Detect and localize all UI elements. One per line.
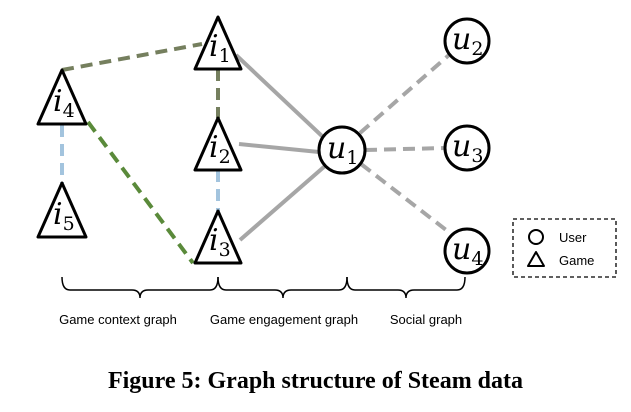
game-node-shape [193, 116, 243, 172]
node-label-i2: i2 [209, 130, 231, 168]
user-node-shape [443, 17, 491, 65]
edge-i4-i1 [61, 42, 203, 72]
node-label-i1: i1 [209, 29, 231, 67]
node-label-i5: i5 [53, 197, 75, 235]
steam-graph-diagram: i1 i2 i3 i4 i5 u1 u2 u3 u4 User Game Game contex… [36, 15, 617, 327]
legend-box [512, 218, 617, 278]
user-node-shape [443, 124, 491, 172]
brace-context [61, 276, 219, 299]
brace-engagement [217, 276, 348, 299]
node-u1: u1 [317, 125, 367, 175]
edge-i1-u1 [234, 53, 325, 139]
brace-label-engagement: Game engagement graph [210, 312, 358, 327]
game-node-shape [193, 209, 243, 265]
brace-social [346, 276, 466, 299]
node-u4: u4 [443, 227, 491, 275]
node-label-u3: u3 [452, 129, 483, 167]
user-node-shape [317, 125, 367, 175]
game-legend-icon [527, 251, 545, 267]
node-u2: u2 [443, 17, 491, 65]
node-label-u4: u4 [452, 232, 483, 270]
brace-label-context: Game context graph [59, 312, 177, 327]
node-i5: i5 [36, 181, 88, 239]
user-legend-icon [528, 229, 544, 245]
edges-layer [60, 42, 452, 265]
edge-i4-i3 [86, 120, 195, 265]
node-i1: i1 [193, 15, 243, 71]
nodes-layer: i1 i2 i3 i4 i5 u1 u2 u3 u4 [36, 15, 491, 275]
game-node-shape [36, 68, 88, 126]
braces [61, 276, 466, 299]
node-label-i4: i4 [53, 84, 75, 122]
node-i2: i2 [193, 116, 243, 172]
legend-user-label: User [559, 230, 587, 245]
legend-game-label: Game [559, 253, 594, 268]
edge-u1-u2 [358, 53, 451, 135]
node-label-u1: u1 [327, 131, 358, 169]
node-label-i3: i3 [209, 223, 231, 261]
node-label-u2: u2 [452, 22, 483, 60]
game-node-shape [193, 15, 243, 71]
edge-u1-u4 [359, 162, 452, 235]
figure-caption: Figure 5: Graph structure of Steam data [107, 368, 524, 394]
brace-label-social: Social graph [390, 312, 462, 327]
node-i4: i4 [36, 68, 88, 126]
node-u3: u3 [443, 124, 491, 172]
game-node-shape [36, 181, 88, 239]
legend: User Game [512, 218, 617, 278]
edge-i2-u1 [238, 142, 320, 154]
node-i3: i3 [193, 209, 243, 265]
user-node-shape [443, 227, 491, 275]
edge-u1-u3 [364, 146, 446, 152]
edge-i3-u1 [238, 164, 327, 242]
